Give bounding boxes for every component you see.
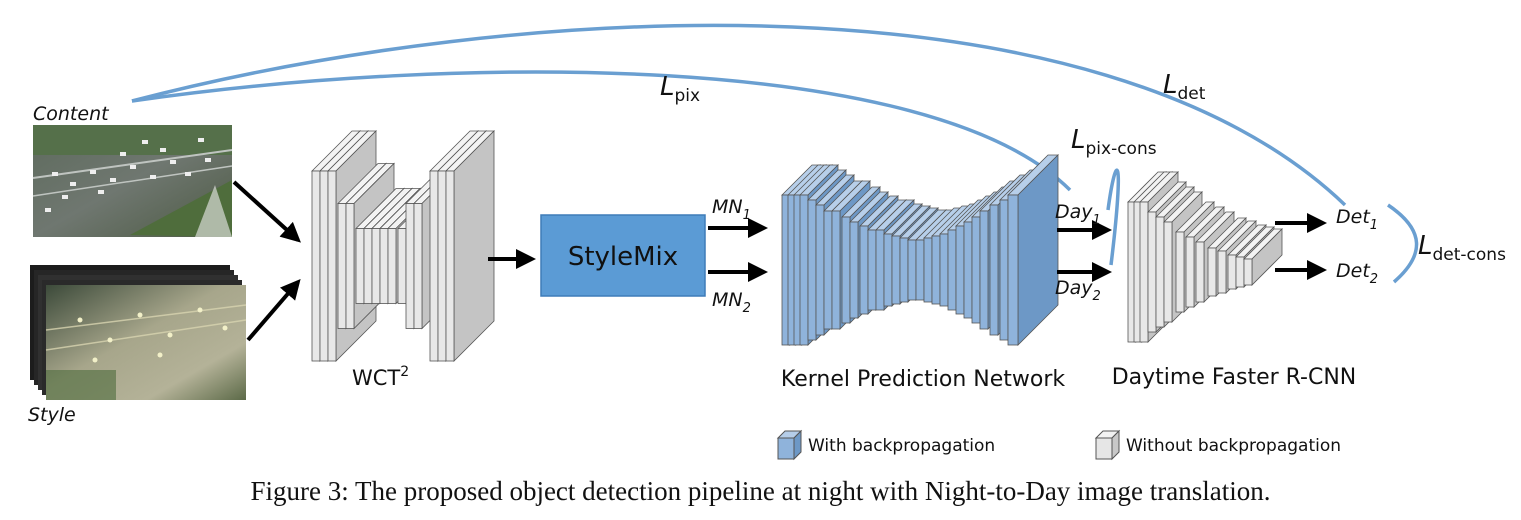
- wct-layer-15: [445, 130, 495, 362]
- legend-with-bp-label: With backpropagation: [808, 436, 995, 456]
- figure-caption: Figure 3: The proposed object detection …: [250, 476, 1271, 506]
- l-det-cons-label: Ldet-cons: [1418, 231, 1506, 265]
- legend-without-bp-cube: [1094, 429, 1121, 461]
- legend-with-bp-cube: [776, 429, 803, 461]
- kernel-prediction-network: [781, 154, 1059, 346]
- frcnn-label: Daytime Faster R-CNN: [1112, 365, 1357, 390]
- wct-network: [311, 130, 495, 362]
- l-det-cons-curve: [1387, 203, 1419, 284]
- mn1-label: MN1: [712, 196, 751, 223]
- content-label: Content: [33, 103, 110, 125]
- l-pix-curve: [131, 70, 1072, 192]
- stylemix-box: [540, 214, 706, 297]
- kpn-output-plate: [1007, 154, 1059, 346]
- l-pix-cons-curve: [1106, 168, 1121, 266]
- det2-label: Det2: [1336, 260, 1378, 287]
- content-image: [32, 125, 233, 237]
- style-image-stack: [30, 265, 247, 400]
- kpn-label: Kernel Prediction Network: [781, 367, 1066, 392]
- l-det-label: Ldet: [1163, 70, 1206, 104]
- style-to-wct-arrow: [246, 278, 301, 342]
- l-det-curve: [131, 23, 1347, 207]
- stylemix-label: StyleMix: [568, 242, 678, 272]
- style-label: Style: [28, 404, 76, 426]
- faster-rcnn-network: [1127, 171, 1283, 343]
- l-pix-label: Lpix: [660, 72, 700, 106]
- legend-without-bp-label: Without backpropagation: [1126, 436, 1341, 456]
- rcnn-layer-13: [1243, 228, 1283, 286]
- day2-label: Day2: [1055, 277, 1101, 304]
- wct-label: WCT2: [352, 364, 409, 390]
- mn2-label: MN2: [712, 289, 751, 316]
- content-to-wct-arrow: [232, 180, 301, 243]
- legend: With backpropagation Without backpropaga…: [776, 429, 1341, 461]
- loss-curves: [131, 23, 1419, 284]
- l-pix-cons-label: Lpix-cons: [1071, 125, 1157, 159]
- day1-label: Day1: [1055, 201, 1101, 228]
- det1-label: Det1: [1336, 206, 1378, 233]
